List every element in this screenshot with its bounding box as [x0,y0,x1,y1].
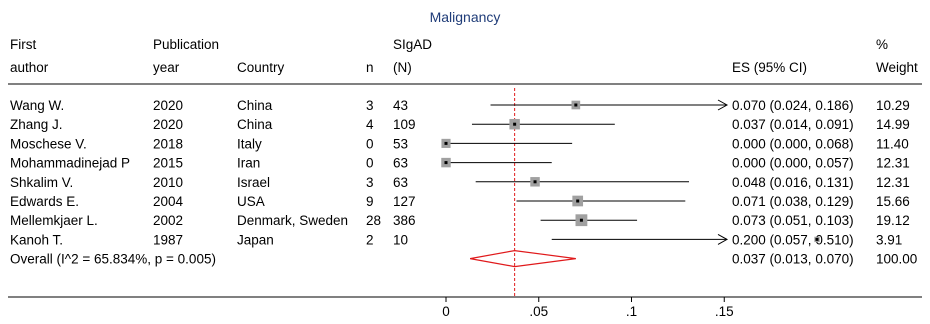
x-tick-label: .1 [626,304,637,319]
study-n: 4 [366,117,374,132]
study-weight: 12.31 [876,175,910,190]
study-year: 1987 [153,232,183,247]
header-country: Country [237,60,285,75]
study-country: Italy [237,136,262,151]
study-author: Mohammadinejad P [10,156,130,171]
study-n: 28 [366,213,381,228]
header-author-line1: First [10,37,36,52]
study-country: USA [237,194,265,209]
header-n: n [366,60,374,75]
study-country: China [237,98,273,113]
study-author: Moschese V. [10,136,87,151]
study-author: Zhang J. [10,117,63,132]
chart-title: Malignancy [430,9,501,25]
study-n: 9 [366,194,374,209]
study-weight: 19.12 [876,213,910,228]
study-author: Shkalim V. [10,175,73,190]
study-es-ci: 0.000 (0.000, 0.068) [732,136,854,151]
study-weight: 14.99 [876,117,910,132]
header-year-line1: Publication [153,37,219,52]
header-sigad-line2: (N) [393,60,412,75]
study-year: 2002 [153,213,183,228]
study-year: 2004 [153,194,184,209]
x-tick-label: .05 [529,304,548,319]
study-sigad-n: 127 [393,194,416,209]
study-n: 3 [366,175,374,190]
point-estimate-marker [574,103,578,107]
study-author: Kanoh T. [10,232,63,247]
header-author-line2: author [10,60,49,75]
study-country: Japan [237,232,274,247]
point-estimate-marker [576,199,580,203]
study-year: 2015 [153,156,183,171]
ci-truncation-arrow [717,99,729,111]
study-sigad-n: 63 [393,156,408,171]
study-year: 2020 [153,98,183,113]
study-sigad-n: 109 [393,117,416,132]
study-es-ci: 0.071 (0.038, 0.129) [732,194,854,209]
study-weight: 12.31 [876,156,910,171]
study-sigad-n: 53 [393,136,408,151]
study-es-ci: 0.048 (0.016, 0.131) [732,175,854,190]
study-year: 2010 [153,175,183,190]
study-country: Iran [237,156,260,171]
study-n: 0 [366,136,374,151]
point-estimate-marker [444,141,448,145]
study-author: Mellemkjaer L. [10,213,98,228]
study-weight: 10.29 [876,98,910,113]
overall-es-ci: 0.037 (0.013, 0.070) [732,252,854,267]
point-estimate-marker [815,237,819,241]
study-sigad-n: 63 [393,175,408,190]
study-country: Israel [237,175,270,190]
study-weight: 11.40 [876,136,909,151]
study-es-ci: 0.073 (0.051, 0.103) [732,213,854,228]
study-author: Edwards E. [10,194,79,209]
point-estimate-marker [533,180,537,184]
study-year: 2018 [153,136,183,151]
header-es-ci: ES (95% CI) [732,60,807,75]
header-year-line2: year [153,60,180,75]
study-es-ci: 0.200 (0.057, 0.510) [732,232,854,247]
study-country: China [237,117,273,132]
study-es-ci: 0.037 (0.014, 0.091) [732,117,854,132]
ci-truncation-arrow [717,233,729,245]
study-weight: 15.66 [876,194,910,209]
study-n: 2 [366,232,374,247]
point-estimate-marker [444,161,448,165]
study-sigad-n: 10 [393,232,408,247]
overall-label: Overall (I^2 = 65.834%, p = 0.005) [10,252,216,267]
study-es-ci: 0.000 (0.000, 0.057) [732,156,854,171]
study-weight: 3.91 [876,232,902,247]
header-weight-line2: Weight [876,60,918,75]
overall-diamond [470,249,576,268]
study-es-ci: 0.070 (0.024, 0.186) [732,98,854,113]
study-sigad-n: 43 [393,98,408,113]
x-tick-label: 0 [442,304,450,319]
study-country: Denmark, Sweden [237,213,348,228]
point-estimate-marker [579,218,583,222]
header-sigad-line1: SIgAD [393,37,432,52]
overall-weight: 100.00 [876,252,917,267]
study-n: 0 [366,156,374,171]
point-estimate-marker [513,122,517,126]
header-weight-line1: % [876,37,888,52]
x-tick-label: .15 [715,304,734,319]
study-n: 3 [366,98,374,113]
study-sigad-n: 386 [393,213,416,228]
study-author: Wang W. [10,98,64,113]
study-year: 2020 [153,117,183,132]
